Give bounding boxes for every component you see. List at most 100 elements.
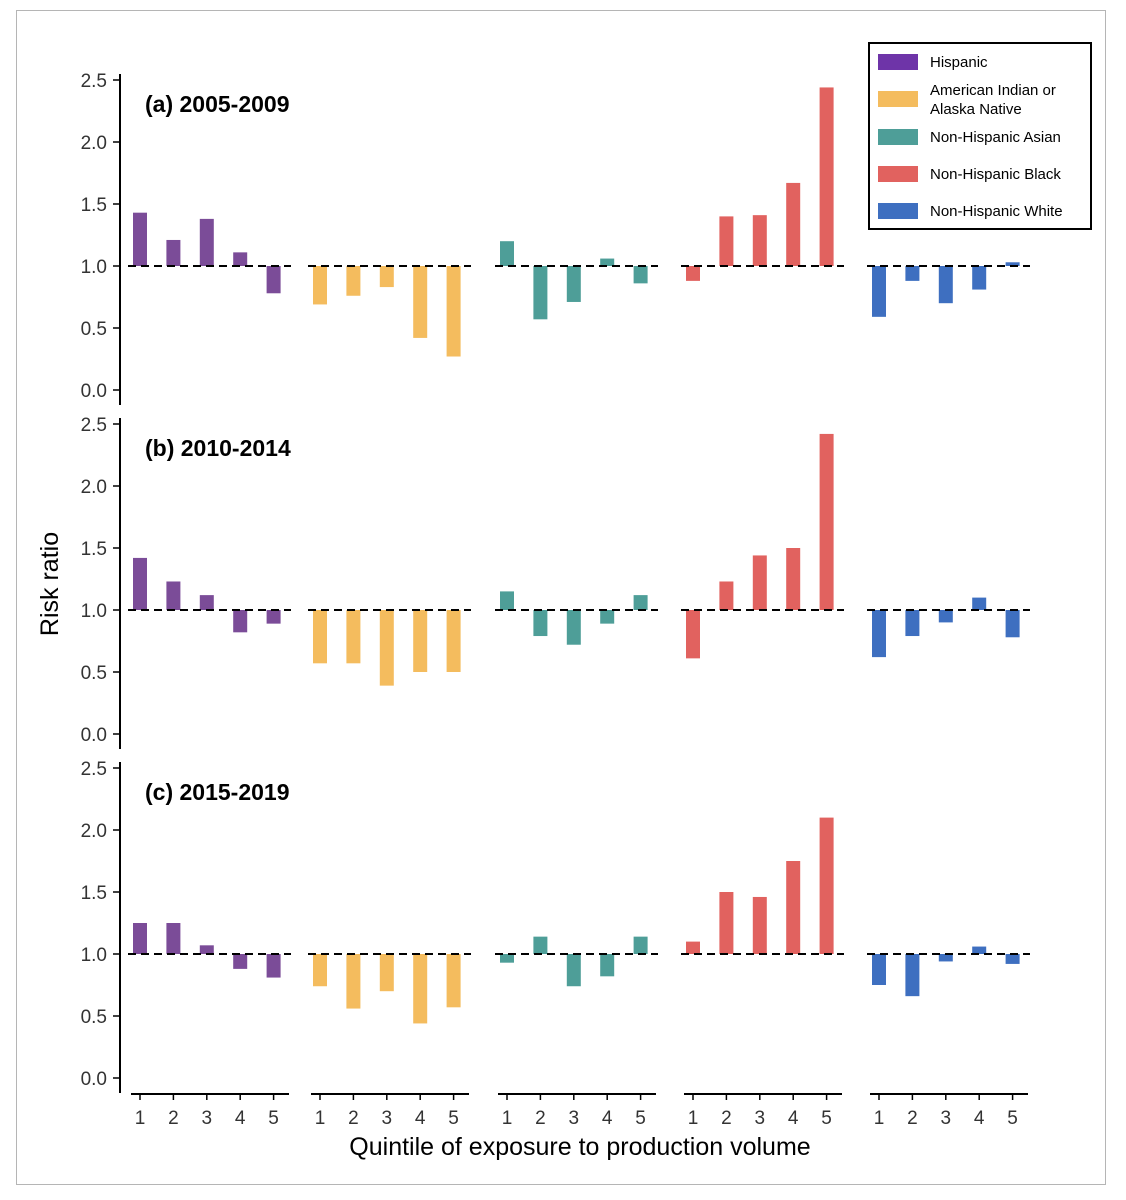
bar-white-q5 bbox=[1005, 610, 1020, 638]
bar-white-q5 bbox=[1005, 954, 1020, 964]
y-tick-label: 0.5 bbox=[81, 319, 107, 340]
bar-white-q3 bbox=[938, 610, 953, 623]
x-tick-label: 1 bbox=[874, 1108, 885, 1129]
bar-aian-q3 bbox=[379, 954, 394, 992]
panel-title: (a) 2005-2009 bbox=[145, 91, 290, 117]
bar-aian-q5 bbox=[446, 610, 461, 672]
bar-asian-q1 bbox=[500, 241, 514, 266]
bar-white-q2 bbox=[905, 266, 920, 281]
bar-asian-q5 bbox=[633, 595, 648, 610]
figure-frame bbox=[16, 10, 1106, 1185]
x-tick-label: 1 bbox=[135, 1108, 146, 1129]
legend-swatch-white bbox=[878, 203, 918, 219]
bar-white-q3 bbox=[938, 954, 953, 962]
bar-aian-q3 bbox=[379, 266, 394, 288]
x-tick-label: 2 bbox=[721, 1108, 732, 1129]
bar-black-q1 bbox=[686, 266, 700, 281]
bar-asian-q4 bbox=[600, 610, 615, 624]
legend-swatch-aian bbox=[878, 91, 918, 107]
x-tick-label: 3 bbox=[941, 1108, 952, 1129]
x-tick-label: 4 bbox=[602, 1108, 613, 1129]
bar-black-q3 bbox=[752, 555, 767, 610]
x-tick-label: 2 bbox=[907, 1108, 918, 1129]
y-tick-label: 2.5 bbox=[81, 71, 107, 92]
bar-asian-q5 bbox=[633, 266, 648, 284]
bar-hispanic-q2 bbox=[166, 923, 181, 954]
bar-asian-q3 bbox=[566, 266, 581, 302]
bar-black-q3 bbox=[752, 215, 767, 266]
bar-aian-q2 bbox=[346, 610, 361, 664]
y-tick-label: 2.5 bbox=[81, 759, 107, 780]
panel-2: 0.0 0.5 1.0 1.5 2.0 2.5 (b) 2010-2014 bbox=[81, 415, 1030, 749]
bar-aian-q1 bbox=[313, 954, 327, 987]
legend-label-hispanic: Hispanic bbox=[930, 54, 988, 71]
bar-hispanic-q3 bbox=[199, 945, 214, 954]
y-tick-label: 1.5 bbox=[81, 539, 107, 560]
bar-asian-q1 bbox=[500, 954, 514, 963]
panel-title: (c) 2015-2019 bbox=[145, 779, 290, 805]
bar-aian-q4 bbox=[413, 610, 428, 672]
y-tick-label: 0.5 bbox=[81, 663, 107, 684]
bar-hispanic-q5 bbox=[266, 266, 281, 294]
y-tick-label: 0.5 bbox=[81, 1007, 107, 1028]
bar-aian-q5 bbox=[446, 954, 461, 1008]
y-tick-label: 2.0 bbox=[81, 133, 107, 154]
y-tick-label: 1.0 bbox=[81, 257, 107, 278]
bar-black-q5 bbox=[819, 433, 834, 610]
bar-hispanic-q4 bbox=[233, 954, 248, 969]
legend-label-asian: Non-Hispanic Asian bbox=[930, 129, 1061, 146]
bar-black-q4 bbox=[786, 182, 801, 266]
bar-white-q2 bbox=[905, 610, 920, 637]
bar-aian-q5 bbox=[446, 266, 461, 357]
bar-asian-q4 bbox=[600, 954, 615, 977]
x-tick-label: 2 bbox=[535, 1108, 546, 1129]
bar-white-q1 bbox=[872, 266, 886, 317]
panels-layer: 0.0 0.5 1.0 1.5 2.0 2.5 (a) 2005-2009 0.0 0.5 1.0… bbox=[81, 71, 1030, 1093]
bar-aian-q1 bbox=[313, 266, 327, 305]
bar-asian-q2 bbox=[533, 936, 548, 954]
bar-white-q4 bbox=[972, 597, 987, 610]
bar-black-q1 bbox=[686, 941, 700, 954]
bar-aian-q4 bbox=[413, 266, 428, 338]
x-tick-label: 4 bbox=[415, 1108, 426, 1129]
y-tick-label: 0.0 bbox=[81, 1069, 107, 1090]
bar-white-q1 bbox=[872, 954, 886, 985]
bar-hispanic-q5 bbox=[266, 954, 281, 978]
x-tick-label: 5 bbox=[268, 1108, 279, 1129]
bar-asian-q1 bbox=[500, 591, 514, 610]
x-axis-title: Quintile of exposure to production volum… bbox=[349, 1133, 810, 1161]
bar-hispanic-q1 bbox=[133, 923, 147, 954]
bar-white-q4 bbox=[972, 946, 987, 954]
bar-asian-q4 bbox=[600, 258, 615, 266]
bar-black-q2 bbox=[719, 581, 734, 610]
legend-label-aian: American Indian or Alaska Native bbox=[930, 82, 1056, 118]
legend-swatch-hispanic bbox=[878, 54, 918, 70]
bar-hispanic-q1 bbox=[133, 557, 147, 610]
x-tick-label: 1 bbox=[688, 1108, 699, 1129]
y-tick-label: 2.5 bbox=[81, 415, 107, 436]
bar-hispanic-q2 bbox=[166, 239, 181, 266]
y-tick-label: 2.0 bbox=[81, 821, 107, 842]
bar-hispanic-q1 bbox=[133, 212, 147, 266]
bar-white-q1 bbox=[872, 610, 886, 658]
bar-white-q3 bbox=[938, 266, 953, 304]
bar-aian-q4 bbox=[413, 954, 428, 1024]
bar-black-q5 bbox=[819, 817, 834, 954]
panel-3: 0.0 0.5 1.0 1.5 2.0 2.5 (c) 2015-2019 bbox=[81, 759, 1030, 1093]
bar-white-q5 bbox=[1005, 262, 1020, 266]
bar-hispanic-q4 bbox=[233, 252, 248, 266]
bar-hispanic-q3 bbox=[199, 218, 214, 266]
bar-hispanic-q2 bbox=[166, 581, 181, 610]
x-tick-label: 4 bbox=[974, 1108, 985, 1129]
y-tick-label: 2.0 bbox=[81, 477, 107, 498]
legend-label-line: Alaska Native bbox=[930, 101, 1022, 118]
legend-label-line: American Indian or bbox=[930, 82, 1056, 99]
y-tick-label: 0.0 bbox=[81, 725, 107, 746]
legend: Hispanic American Indian or Alaska Native N… bbox=[868, 42, 1092, 230]
y-tick-label: 1.5 bbox=[81, 883, 107, 904]
x-tick-label: 4 bbox=[788, 1108, 799, 1129]
bar-black-q4 bbox=[786, 548, 801, 610]
bar-hispanic-q4 bbox=[233, 610, 248, 633]
legend-label-black: Non-Hispanic Black bbox=[930, 166, 1061, 183]
